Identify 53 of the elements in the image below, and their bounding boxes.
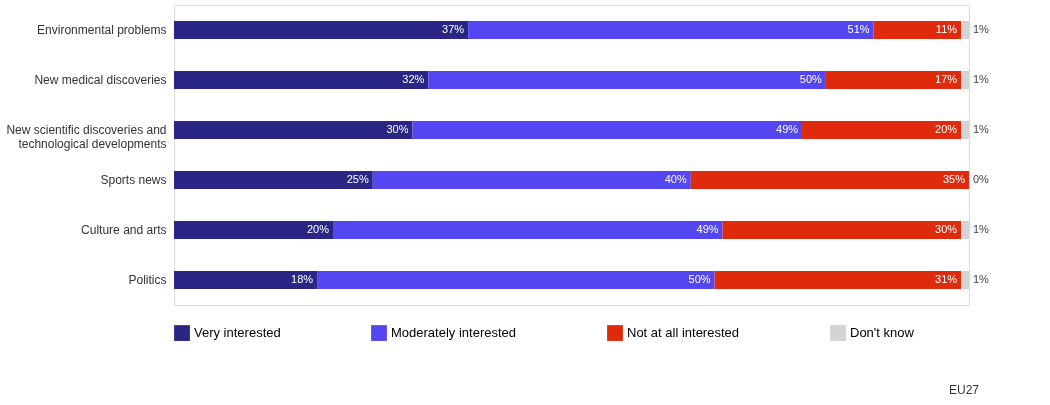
- y-tick-label: Environmental problems: [37, 23, 167, 37]
- data-label: 1%: [973, 223, 990, 235]
- data-label: 37%: [442, 23, 465, 35]
- data-label: 50%: [688, 273, 711, 285]
- data-label: 1%: [973, 273, 990, 285]
- data-label: 20%: [935, 123, 958, 135]
- bar: [690, 171, 969, 189]
- y-tick-label: Politics: [128, 273, 167, 287]
- data-label: 30%: [935, 223, 958, 235]
- bar: [174, 71, 429, 89]
- data-label: 0%: [973, 173, 990, 185]
- y-tick-label: Sports news: [100, 173, 167, 187]
- bar: [174, 221, 333, 239]
- data-label: 1%: [973, 23, 990, 35]
- data-label: 1%: [973, 73, 990, 85]
- text: EU27: [948, 383, 980, 397]
- bar: [174, 171, 373, 189]
- data-label: 18%: [291, 273, 314, 285]
- data-label: 25%: [346, 173, 369, 185]
- bar: [174, 271, 318, 289]
- legend-label: Moderately interested: [391, 325, 517, 341]
- bar: [428, 71, 826, 89]
- bar: [317, 271, 715, 289]
- y-tick-label: New scientific discoveries and technological developments: [6, 123, 167, 151]
- legend-label: Very interested: [194, 325, 281, 341]
- bar: [333, 221, 723, 239]
- bar: [174, 121, 413, 139]
- bar: [174, 21, 469, 39]
- data-label: 17%: [935, 73, 958, 85]
- data-label: 32%: [402, 73, 425, 85]
- data-label: 1%: [973, 123, 990, 135]
- data-label: 40%: [664, 173, 687, 185]
- data-label: 30%: [386, 123, 409, 135]
- bar: [468, 21, 874, 39]
- bar: [825, 71, 962, 89]
- y-tick-label: Culture and arts: [81, 223, 167, 237]
- bar: [412, 121, 803, 139]
- bar: [714, 271, 962, 289]
- bar: [802, 121, 962, 139]
- data-label: 35%: [942, 173, 966, 185]
- data-label: 20%: [306, 223, 330, 235]
- data-label: 51%: [847, 23, 870, 35]
- legend-label: Don't know: [850, 325, 915, 341]
- data-label: 31%: [935, 273, 958, 285]
- bar: [873, 21, 962, 39]
- legend-label: Not at all interested: [627, 325, 740, 341]
- bar: [372, 171, 691, 189]
- data-label: 11%: [935, 23, 958, 35]
- y-tick-label: New medical discoveries: [34, 73, 167, 87]
- data-label: 49%: [696, 223, 719, 235]
- data-label: 50%: [799, 73, 823, 85]
- data-label: 49%: [776, 123, 799, 135]
- bar: [722, 221, 962, 239]
